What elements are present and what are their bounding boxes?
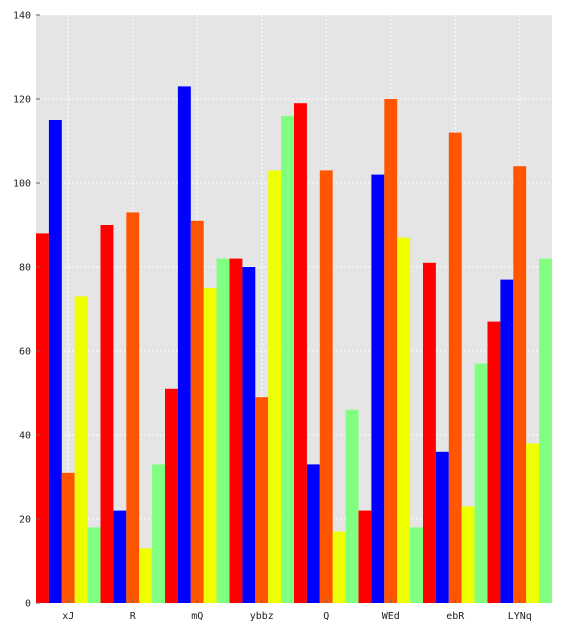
y-tick-label: 120 [13, 95, 31, 106]
bar-ebR-1 [435, 451, 449, 603]
bar-R-0 [100, 225, 114, 603]
bar-Q-4 [345, 409, 359, 603]
bar-LYNq-2 [513, 166, 527, 603]
bar-ybbz-4 [281, 115, 294, 604]
x-tick-label: xJ [62, 611, 74, 622]
bar-mQ-1 [177, 86, 191, 603]
bar-xJ-1 [48, 120, 62, 603]
bar-LYNq-3 [526, 443, 540, 603]
bars [36, 86, 552, 604]
bar-LYNq-0 [487, 321, 501, 603]
y-axis: 0 20 40 60 80 100 120 140 [13, 11, 40, 610]
bar-mQ-4 [216, 258, 230, 603]
bar-ebR-3 [461, 506, 475, 603]
bar-ybbz-1 [242, 267, 256, 603]
bar-xJ-4 [87, 527, 101, 603]
x-tick-label: WEd [382, 611, 400, 622]
y-tick-label: 0 [25, 599, 31, 610]
bar-mQ-0 [165, 388, 178, 603]
bar-ebR-4 [474, 363, 488, 603]
bar-WEd-2 [384, 99, 398, 603]
bar-Q-3 [332, 531, 346, 603]
bar-ebR-0 [423, 262, 436, 603]
bar-R-3 [139, 548, 153, 603]
bar-Q-0 [294, 103, 307, 603]
bar-WEd-4 [410, 527, 423, 603]
x-tick-label: ybbz [250, 611, 274, 622]
bar-mQ-2 [190, 220, 204, 604]
y-tick-label: 80 [19, 263, 31, 274]
y-tick-label: 20 [19, 515, 31, 526]
bar-R-2 [126, 212, 140, 603]
y-tick-label: 60 [19, 347, 31, 358]
x-tick-label: mQ [191, 611, 203, 622]
bar-WEd-0 [358, 510, 372, 603]
bar-ybbz-3 [268, 170, 282, 603]
bar-LYNq-1 [500, 279, 514, 603]
bar-ybbz-0 [229, 258, 243, 603]
x-tick-label: Q [323, 611, 329, 622]
bar-R-1 [113, 510, 127, 603]
y-tick-label: 40 [19, 431, 31, 442]
x-tick-label: LYNq [508, 611, 532, 622]
x-tick-label: ebR [446, 611, 465, 622]
bar-WEd-3 [397, 237, 411, 603]
y-tick-label: 100 [13, 179, 31, 190]
bar-Q-1 [306, 464, 320, 603]
bar-ybbz-2 [255, 397, 269, 603]
bar-xJ-2 [61, 472, 75, 603]
bar-xJ-3 [74, 296, 88, 603]
bar-mQ-3 [203, 288, 217, 603]
bar-ebR-2 [448, 132, 462, 603]
bar-xJ-0 [36, 233, 49, 603]
y-tick-label: 140 [13, 11, 31, 22]
x-tick-label: R [130, 611, 137, 622]
bar-WEd-1 [371, 174, 385, 603]
bar-LYNq-4 [539, 258, 552, 603]
bar-Q-2 [319, 170, 333, 603]
bar-R-4 [152, 464, 165, 603]
